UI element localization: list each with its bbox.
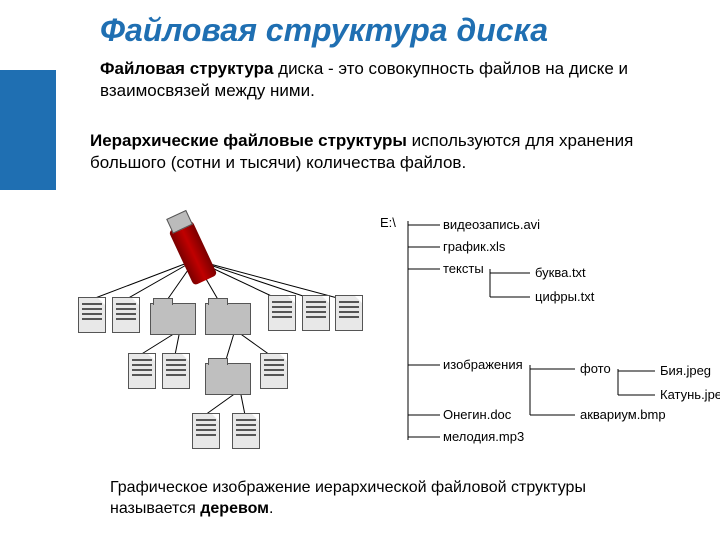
file-icon: [162, 353, 190, 389]
tree-item: аквариум.bmp: [580, 407, 666, 422]
tree-item: буква.txt: [535, 265, 586, 280]
accent-bar: [0, 70, 56, 190]
folder-icon: [150, 303, 196, 335]
connector-lines: [70, 235, 370, 455]
tree-item: мелодия.mp3: [443, 429, 524, 444]
tree-item: Бия.jpeg: [660, 363, 711, 378]
paragraph-3: Графическое изображение иерархической фа…: [110, 478, 630, 520]
tree-item: цифры.txt: [535, 289, 594, 304]
tree-lines: [380, 215, 720, 455]
tree-item: видеозапись.avi: [443, 217, 540, 232]
para3-post: .: [269, 500, 273, 517]
tree-root: E:\: [380, 215, 396, 230]
tree-folder: изображения: [443, 357, 523, 372]
file-icon: [128, 353, 156, 389]
para3-bold: деревом: [200, 500, 269, 517]
usb-tree-diagram: [70, 235, 370, 455]
file-icon: [192, 413, 220, 449]
paragraph-2: Иерархические файловые структуры использ…: [90, 130, 700, 174]
file-icon: [268, 295, 296, 331]
file-icon: [78, 297, 106, 333]
file-icon: [112, 297, 140, 333]
tree-folder: фото: [580, 361, 611, 376]
file-icon: [232, 413, 260, 449]
file-icon: [260, 353, 288, 389]
para2-bold: Иерархические файловые структуры: [90, 131, 407, 150]
tree-item: Катунь.jpeg: [660, 387, 720, 402]
file-icon: [335, 295, 363, 331]
file-icon: [302, 295, 330, 331]
tree-item: Онегин.doc: [443, 407, 511, 422]
usb-drive-icon: [180, 223, 206, 283]
tree-item: график.xls: [443, 239, 505, 254]
tree-folder: тексты: [443, 261, 484, 276]
paragraph-1: Файловая структура диска - это совокупно…: [100, 58, 660, 102]
file-tree: E:\ видеозапись.avi график.xls тексты бу…: [380, 215, 720, 455]
folder-icon: [205, 303, 251, 335]
para1-bold: Файловая структура: [100, 59, 273, 78]
page-title: Файловая структура диска: [100, 12, 548, 49]
para3-pre: Графическое изображение иерархической фа…: [110, 479, 586, 517]
folder-icon: [205, 363, 251, 395]
